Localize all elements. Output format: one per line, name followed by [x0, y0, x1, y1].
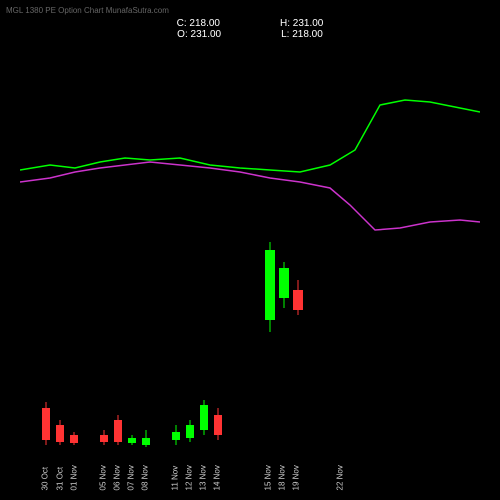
- x-axis-label: 13 Nov: [199, 465, 208, 490]
- x-axis: 30 Oct 31 Oct 01 Nov 05 Nov 06 Nov 07 Nov 08 N…: [20, 455, 480, 495]
- chart-title: MGL 1380 PE Option Chart MunafaSutra.com: [6, 6, 169, 15]
- open-value: O: 231.00: [177, 29, 221, 40]
- high-value: H: 231.00: [280, 18, 323, 29]
- candle-body: [265, 250, 275, 320]
- volume-candle-body: [142, 438, 150, 445]
- candles-group: [265, 242, 303, 332]
- volume-candle-body: [56, 425, 64, 442]
- chart-area: [20, 50, 480, 450]
- volume-candle-body: [186, 425, 194, 438]
- x-axis-label: 22 Nov: [336, 465, 345, 490]
- x-axis-label: 01 Nov: [70, 465, 79, 490]
- volume-candle-body: [172, 432, 180, 440]
- x-axis-label: 08 Nov: [141, 465, 150, 490]
- volume-candle-body: [70, 435, 78, 443]
- x-axis-label: 14 Nov: [213, 465, 222, 490]
- x-axis-label: 11 Nov: [171, 466, 180, 491]
- volume-candle-body: [128, 438, 136, 443]
- chart-svg: [20, 50, 480, 450]
- x-axis-label: 15 Nov: [264, 465, 273, 490]
- x-axis-label: 06 Nov: [113, 465, 122, 490]
- x-axis-label: 19 Nov: [292, 465, 301, 490]
- volume-candle-body: [42, 408, 50, 440]
- volume-candle-body: [200, 405, 208, 430]
- candle-body: [279, 268, 289, 298]
- x-axis-label: 07 Nov: [127, 465, 136, 490]
- indicator-line-green: [20, 100, 480, 172]
- x-axis-label: 18 Nov: [278, 465, 287, 490]
- x-axis-label: 05 Nov: [99, 465, 108, 490]
- x-axis-label: 31 Oct: [56, 467, 65, 491]
- candle-body: [293, 290, 303, 310]
- volume-group: [42, 400, 222, 447]
- close-value: C: 218.00: [177, 18, 220, 29]
- x-axis-label: 30 Oct: [41, 467, 50, 491]
- x-axis-label: 12 Nov: [185, 465, 194, 490]
- low-value: L: 218.00: [281, 29, 323, 40]
- indicator-line-magenta: [20, 162, 480, 230]
- ohlc-block: C: 218.00 H: 231.00 O: 231.00 L: 218.00: [0, 18, 500, 40]
- volume-candle-body: [114, 420, 122, 442]
- volume-candle-body: [214, 415, 222, 435]
- volume-candle-body: [100, 435, 108, 442]
